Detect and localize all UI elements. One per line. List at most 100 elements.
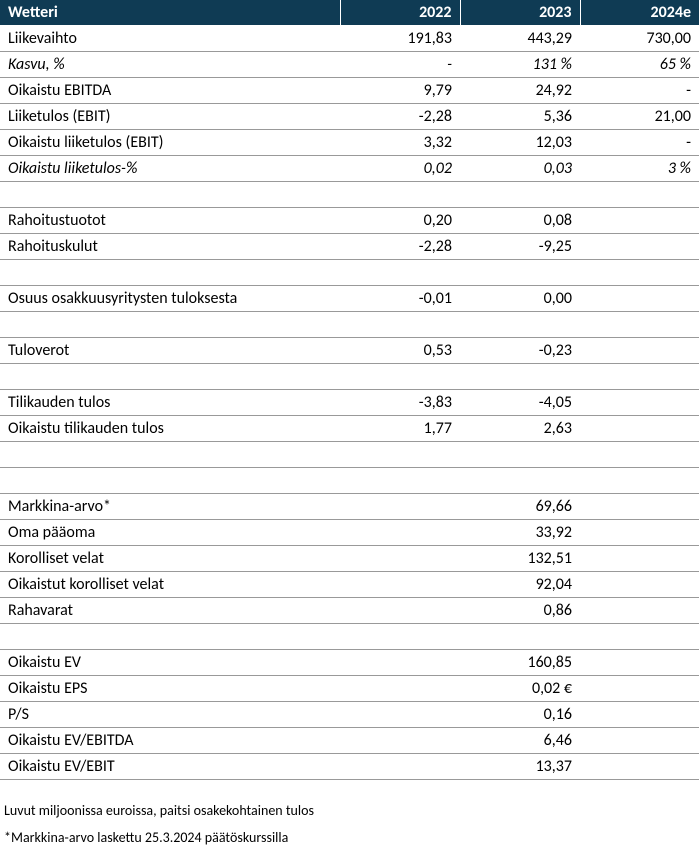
row-value: 1,77 [340,416,460,442]
year-col-1: 2023 [460,0,580,26]
row-value [580,416,699,442]
row-label: Tilikauden tulos [0,390,340,416]
row-value: 0,02 [340,156,460,182]
row-value: 3,32 [340,130,460,156]
row-value [340,494,460,520]
row-value [580,676,699,702]
blank-cell [340,624,460,650]
row-label: P/S [0,702,340,728]
table-row: Oikaistu EV/EBITDA6,46 [0,728,699,754]
row-value: 0,20 [340,208,460,234]
row-value [340,650,460,676]
blank-cell [580,260,699,286]
row-value [580,728,699,754]
table-row: Rahoitustuotot0,200,08 [0,208,699,234]
row-value: -0,23 [460,338,580,364]
table-row: Oikaistu tilikauden tulos1,772,63 [0,416,699,442]
row-value: 443,29 [460,26,580,52]
blank-cell [580,624,699,650]
row-label: Rahoitustuotot [0,208,340,234]
row-value [340,728,460,754]
row-label: Oikaistu EV/EBITDA [0,728,340,754]
row-value: 92,04 [460,572,580,598]
row-label: Tuloverot [0,338,340,364]
row-label: Osuus osakkuusyritysten tuloksesta [0,286,340,312]
row-value: 191,83 [340,26,460,52]
table-row: Oikaistu EBITDA9,7924,92- [0,78,699,104]
table-row: Oikaistu liiketulos (EBIT)3,3212,03- [0,130,699,156]
table-row [0,260,699,286]
table-row: Osuus osakkuusyritysten tuloksesta-0,010… [0,286,699,312]
table-row: Liiketulos (EBIT)-2,285,3621,00 [0,104,699,130]
footnotes: Luvut miljoonissa euroissa, paitsi osake… [0,798,699,851]
row-label: Liiketulos (EBIT) [0,104,340,130]
table-row: Tuloverot0,53-0,23 [0,338,699,364]
row-label: Liikevaihto [0,26,340,52]
table-row [0,182,699,208]
table-row: Oikaistu liiketulos-%0,020,033 % [0,156,699,182]
row-value [340,702,460,728]
row-value [580,754,699,780]
row-value [340,676,460,702]
blank-cell [0,260,340,286]
row-value: 730,00 [580,26,699,52]
row-value: - [340,52,460,78]
blank-cell [460,260,580,286]
row-value: -9,25 [460,234,580,260]
row-value [340,546,460,572]
table-header-row: Wetteri 2022 2023 2024e [0,0,699,26]
blank-cell [0,182,340,208]
row-value [580,702,699,728]
row-value: 0,03 [460,156,580,182]
table-row: Oikaistu EV160,85 [0,650,699,676]
row-value: 131 % [460,52,580,78]
table-row [0,312,699,338]
row-value [580,546,699,572]
row-label: Rahavarat [0,598,340,624]
year-col-2: 2024e [580,0,699,26]
table-title: Wetteri [0,0,340,26]
row-value [580,520,699,546]
row-value: 0,02 € [460,676,580,702]
blank-cell [460,364,580,390]
row-label: Oma pääoma [0,520,340,546]
table-row: Rahoituskulut-2,28-9,25 [0,234,699,260]
table-row: Rahavarat 0,86 [0,598,699,624]
footnote-2: *Markkina-arvo laskettu 25.3.2024 päätös… [4,825,699,852]
blank-cell [460,442,580,468]
row-value: 21,00 [580,104,699,130]
row-value [580,494,699,520]
row-value: -3,83 [340,390,460,416]
row-label: Kasvu, % [0,52,340,78]
row-value [340,520,460,546]
row-value: 5,36 [460,104,580,130]
blank-cell [340,442,460,468]
table-row [0,468,699,494]
row-value: 65 % [580,52,699,78]
row-label: Korolliset velat [0,546,340,572]
blank-cell [340,260,460,286]
table-row [0,624,699,650]
blank-cell [580,468,699,494]
row-value: 12,03 [460,130,580,156]
row-value: -0,01 [340,286,460,312]
row-value: 24,92 [460,78,580,104]
table-row: Oikaistut korolliset velat92,04 [0,572,699,598]
row-value: 0,86 [460,598,580,624]
row-label: Oikaistu tilikauden tulos [0,416,340,442]
row-value [580,234,699,260]
blank-cell [340,312,460,338]
row-value [340,598,460,624]
row-value: 69,66 [460,494,580,520]
table-row: Oma pääoma33,92 [0,520,699,546]
row-value: 9,79 [340,78,460,104]
blank-cell [460,312,580,338]
row-value [580,208,699,234]
row-value: - [580,78,699,104]
table-row [0,442,699,468]
row-value: 2,63 [460,416,580,442]
blank-cell [340,182,460,208]
financial-table: Wetteri 2022 2023 2024e Liikevaihto191,8… [0,0,699,780]
row-value: 0,53 [340,338,460,364]
row-label: Oikaistu EV/EBIT [0,754,340,780]
